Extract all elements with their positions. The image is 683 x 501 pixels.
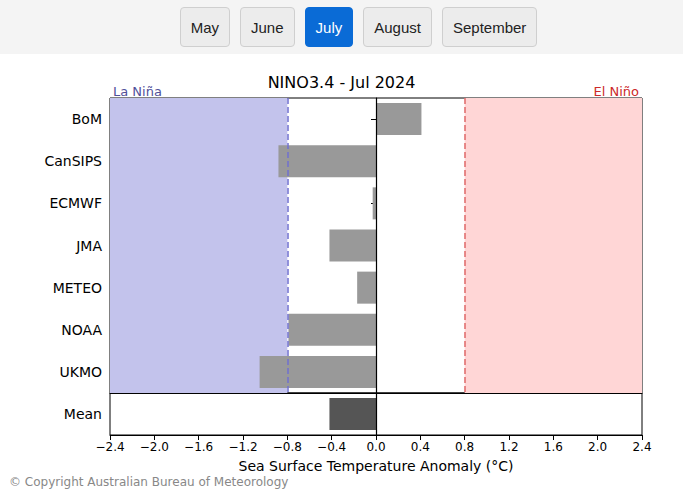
svg-text:El Niño: El Niño xyxy=(594,84,640,99)
svg-text:1.2: 1.2 xyxy=(499,440,518,454)
html-text:May: May xyxy=(190,19,219,36)
html-text:July: July xyxy=(315,19,343,36)
svg-text:Sea Surface Temperature Anomal: Sea Surface Temperature Anomaly (°C) xyxy=(238,458,513,474)
svg-text:1.6: 1.6 xyxy=(544,440,563,454)
svg-text:2.4: 2.4 xyxy=(632,440,651,454)
svg-text:−0.4: −0.4 xyxy=(317,440,346,454)
html-text:August: August xyxy=(374,19,421,36)
svg-text:−0.8: −0.8 xyxy=(273,440,302,454)
svg-text:UKMO: UKMO xyxy=(59,364,102,380)
svg-text:−2.4: −2.4 xyxy=(95,440,124,454)
svg-text:NINO3.4 - Jul 2024: NINO3.4 - Jul 2024 xyxy=(268,73,416,92)
svg-text:NOAA: NOAA xyxy=(61,322,102,338)
svg-text:2.0: 2.0 xyxy=(588,440,607,454)
svg-text:© Copyright Australian Bureau: © Copyright Australian Bureau of Meteoro… xyxy=(9,475,288,489)
svg-text:0.4: 0.4 xyxy=(411,440,430,454)
svg-text:−2.0: −2.0 xyxy=(140,440,169,454)
svg-text:ECMWF: ECMWF xyxy=(49,195,102,211)
svg-text:Mean: Mean xyxy=(64,406,102,422)
svg-text:CanSIPS: CanSIPS xyxy=(44,153,102,169)
svg-text:0.8: 0.8 xyxy=(455,440,474,454)
svg-text:−1.2: −1.2 xyxy=(228,440,257,454)
svg-text:0.0: 0.0 xyxy=(366,440,385,454)
svg-text:METEO: METEO xyxy=(53,280,102,296)
html-text:September: September xyxy=(452,19,527,36)
svg-text:BoM: BoM xyxy=(72,111,102,127)
svg-text:−1.6: −1.6 xyxy=(184,440,213,454)
html-text:June: June xyxy=(251,19,284,36)
svg-text:JMA: JMA xyxy=(75,238,102,254)
svg-text:La Niña: La Niña xyxy=(113,84,162,99)
